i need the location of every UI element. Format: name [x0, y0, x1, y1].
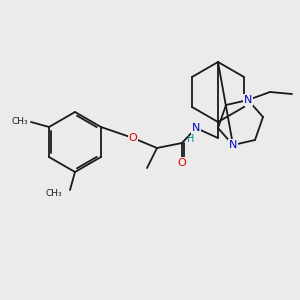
Text: O: O [178, 158, 186, 168]
Text: N: N [192, 123, 200, 133]
Text: O: O [129, 133, 137, 143]
Text: H: H [187, 134, 195, 144]
Text: N: N [244, 95, 252, 105]
Text: CH₃: CH₃ [45, 188, 62, 197]
Text: CH₃: CH₃ [11, 118, 28, 127]
Text: N: N [229, 140, 237, 150]
